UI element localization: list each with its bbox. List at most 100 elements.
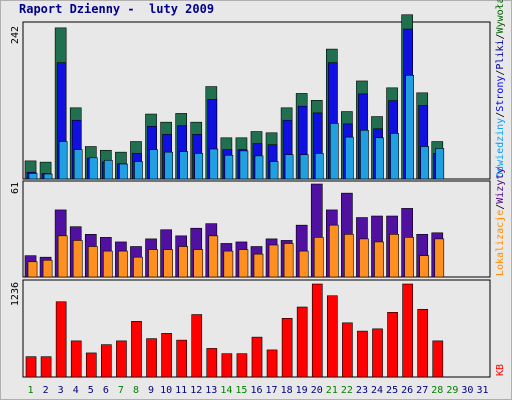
kb-bar xyxy=(417,308,429,378)
odwiedziny-bar xyxy=(254,155,264,180)
x-tick-label: 30 xyxy=(461,385,473,396)
lokalizacje-bar xyxy=(42,259,53,278)
kb-bar xyxy=(176,339,188,378)
x-tick-label: 1 xyxy=(28,385,34,396)
x-tick-label: 28 xyxy=(431,385,443,396)
odwiedziny-bar xyxy=(314,153,324,180)
odwiedziny-bar xyxy=(435,148,445,180)
x-tick-label: 24 xyxy=(371,385,383,396)
odwiedziny-bar xyxy=(179,151,189,180)
top-ymax-label: 242 xyxy=(10,26,21,44)
odwiedziny-bar xyxy=(239,150,249,180)
kb-bar xyxy=(432,340,444,378)
x-tick-label: 3 xyxy=(58,385,64,396)
middle-legend-part: Lokalizacje xyxy=(495,210,506,276)
x-tick-label: 13 xyxy=(205,385,217,396)
top-legend-part: Strony xyxy=(495,76,506,112)
x-tick-label: 19 xyxy=(296,385,308,396)
odwiedziny-bar xyxy=(134,161,143,180)
top-legend-part: / xyxy=(495,112,506,118)
kb-bar xyxy=(40,356,52,378)
lokalizacje-bar xyxy=(27,261,38,278)
lokalizacje-bar xyxy=(404,237,414,278)
x-tick-label: 15 xyxy=(235,385,247,396)
top-legend-part: Odwiedziny xyxy=(495,118,506,178)
odwiedziny-bar xyxy=(299,154,309,180)
lokalizacje-bar xyxy=(328,224,339,278)
lokalizacje-bar xyxy=(283,243,294,278)
lokalizacje-bar xyxy=(268,244,279,278)
x-tick-label: 21 xyxy=(326,385,338,396)
x-tick-label: 9 xyxy=(148,385,154,396)
kb-bar xyxy=(85,352,97,378)
kb-bar xyxy=(342,322,353,378)
odwiedziny-bar xyxy=(329,123,339,180)
kb-bar xyxy=(206,348,218,378)
kb-bar xyxy=(146,338,157,378)
lokalizacje-bar xyxy=(344,234,354,278)
odwiedziny-bar xyxy=(88,157,98,180)
kb-bar xyxy=(191,314,203,378)
x-tick-label: 5 xyxy=(88,385,94,396)
odwiedziny-bar xyxy=(28,173,38,180)
x-tick-label: 26 xyxy=(401,385,413,396)
middle-legend-part: / xyxy=(495,204,506,210)
lokalizacje-bar xyxy=(87,246,98,278)
odwiedziny-bar xyxy=(149,149,158,180)
odwiedziny-bar xyxy=(104,159,113,180)
x-tick-label: 6 xyxy=(103,385,109,396)
kb-bar xyxy=(116,340,127,378)
lokalizacje-bar xyxy=(103,250,113,278)
kb-bar xyxy=(387,311,398,378)
x-tick-label: 11 xyxy=(175,385,187,396)
odwiedziny-bar xyxy=(375,137,384,180)
kb-bar xyxy=(251,336,263,378)
lokalizacje-bar xyxy=(419,255,430,278)
middle-ymax-label: 61 xyxy=(10,182,21,194)
x-tick-label: 12 xyxy=(190,385,202,396)
top-legend-part: / xyxy=(495,70,506,76)
top-legend-part: Wywołania xyxy=(495,0,506,33)
kb-bar xyxy=(281,318,293,378)
x-tick-label: 20 xyxy=(311,385,323,396)
odwiedziny-bar xyxy=(194,153,204,180)
kb-bar xyxy=(131,321,142,378)
lokalizacje-bar xyxy=(298,250,309,278)
lokalizacje-bar xyxy=(313,237,324,278)
x-tick-label: 25 xyxy=(386,385,398,396)
chart-title: Raport Dzienny - luty 2009 xyxy=(19,2,215,16)
kb-bar xyxy=(296,306,308,378)
odwiedziny-bar xyxy=(73,149,83,180)
kb-bar xyxy=(402,283,413,378)
bottom-legend: KB xyxy=(495,364,506,376)
lokalizacje-bar xyxy=(434,238,445,278)
x-tick-label: 2 xyxy=(43,385,49,396)
lokalizacje-bar xyxy=(238,249,249,278)
x-tick-label: 29 xyxy=(446,385,458,396)
kb-bar xyxy=(372,328,383,378)
x-tick-label: 22 xyxy=(341,385,353,396)
kb-bar xyxy=(236,353,248,378)
kb-bar xyxy=(25,356,37,378)
top-legend-part: / xyxy=(495,33,506,39)
lokalizacje-bar xyxy=(193,249,204,278)
lokalizacje-bar xyxy=(359,238,369,278)
lokalizacje-bar xyxy=(208,235,219,278)
lokalizacje-bar xyxy=(374,241,384,278)
bottom-legend-part: KB xyxy=(495,364,506,376)
kb-bar xyxy=(266,349,278,378)
odwiedziny-bar xyxy=(119,163,128,180)
kb-bar xyxy=(101,344,112,378)
x-tick-label: 31 xyxy=(476,385,488,396)
odwiedziny-bar xyxy=(390,133,399,180)
x-tick-label: 18 xyxy=(281,385,293,396)
lokalizacje-bar xyxy=(223,250,234,278)
odwiedziny-bar xyxy=(43,173,53,180)
odwiedziny-bar xyxy=(345,136,354,180)
x-tick-label: 14 xyxy=(220,385,232,396)
kb-bar xyxy=(70,340,82,378)
kb-bar xyxy=(311,283,323,378)
lokalizacje-bar xyxy=(163,249,173,278)
kb-bar xyxy=(161,333,172,378)
